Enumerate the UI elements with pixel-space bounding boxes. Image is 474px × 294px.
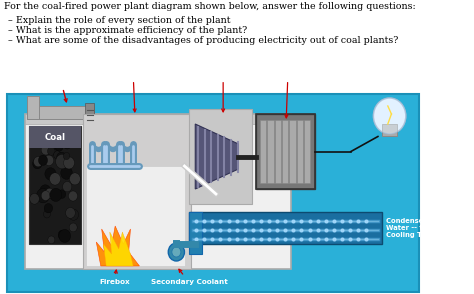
Circle shape: [45, 168, 56, 180]
Text: –: –: [7, 26, 12, 35]
Bar: [189, 212, 383, 244]
Text: What is the approximate efficiency of the plant?: What is the approximate efficiency of th…: [16, 26, 247, 35]
Circle shape: [59, 229, 71, 243]
Bar: [7, 94, 419, 292]
Text: Turbine: Turbine: [208, 71, 239, 112]
Circle shape: [63, 181, 72, 192]
Circle shape: [374, 98, 406, 134]
Bar: [27, 106, 94, 119]
Bar: [27, 96, 39, 119]
Circle shape: [55, 154, 69, 169]
Bar: [85, 103, 94, 123]
Text: Condenser Cooling
Water -- to Lake or
Cooling Towers: Condenser Cooling Water -- to Lake or Co…: [386, 218, 458, 238]
Circle shape: [64, 152, 70, 160]
Circle shape: [36, 188, 49, 203]
Polygon shape: [96, 226, 139, 266]
Text: Boiler: Boiler: [121, 71, 145, 112]
Circle shape: [58, 190, 66, 198]
Circle shape: [55, 143, 63, 151]
Circle shape: [38, 155, 47, 166]
Bar: [297, 120, 303, 183]
Bar: [260, 120, 266, 183]
Circle shape: [48, 236, 55, 244]
Circle shape: [61, 166, 73, 179]
Bar: [25, 114, 291, 124]
Polygon shape: [195, 124, 238, 189]
Bar: [275, 120, 281, 183]
Circle shape: [41, 145, 51, 155]
Circle shape: [50, 173, 61, 185]
Circle shape: [30, 193, 39, 204]
Circle shape: [50, 188, 62, 201]
Text: Firebox: Firebox: [99, 270, 129, 285]
Bar: [29, 126, 81, 148]
Bar: [282, 120, 289, 183]
Circle shape: [49, 142, 56, 150]
Bar: [256, 114, 315, 189]
Text: –: –: [7, 16, 12, 25]
Circle shape: [56, 152, 67, 163]
Circle shape: [58, 230, 67, 240]
Circle shape: [69, 209, 79, 220]
Text: Explain the role of every section of the plant: Explain the role of every section of the…: [16, 16, 231, 25]
Text: Secondary Coolant: Secondary Coolant: [151, 269, 228, 285]
Bar: [383, 124, 397, 136]
Circle shape: [172, 247, 181, 257]
Bar: [189, 212, 202, 254]
Circle shape: [64, 157, 74, 169]
Circle shape: [34, 157, 43, 167]
Circle shape: [54, 151, 61, 159]
Bar: [86, 166, 185, 266]
Circle shape: [47, 147, 55, 156]
Bar: [267, 120, 274, 183]
Bar: [289, 120, 296, 183]
Bar: [256, 114, 315, 189]
Text: Coal: Coal: [45, 133, 65, 141]
Circle shape: [70, 173, 81, 185]
Circle shape: [40, 185, 51, 197]
Bar: [304, 120, 310, 183]
Text: Precipitator: Precipitator: [37, 79, 85, 102]
Text: Generator: Generator: [267, 71, 309, 118]
Bar: [83, 114, 191, 269]
Circle shape: [44, 203, 53, 213]
Circle shape: [63, 140, 71, 149]
Bar: [25, 114, 291, 269]
Circle shape: [68, 191, 78, 201]
Bar: [189, 109, 252, 204]
Circle shape: [41, 191, 50, 201]
Bar: [29, 126, 81, 244]
Circle shape: [168, 243, 184, 261]
Circle shape: [374, 98, 406, 134]
Circle shape: [33, 158, 42, 169]
Circle shape: [44, 155, 54, 166]
Text: –: –: [7, 36, 12, 45]
Text: For the coal-fired power plant diagram shown below, answer the following questio: For the coal-fired power plant diagram s…: [4, 2, 415, 11]
Polygon shape: [103, 232, 133, 266]
Circle shape: [44, 210, 50, 218]
Circle shape: [65, 208, 75, 218]
Text: What are some of the disadvantages of producing electricity out of coal plants?: What are some of the disadvantages of pr…: [16, 36, 399, 45]
Circle shape: [69, 223, 77, 232]
Circle shape: [45, 188, 54, 198]
